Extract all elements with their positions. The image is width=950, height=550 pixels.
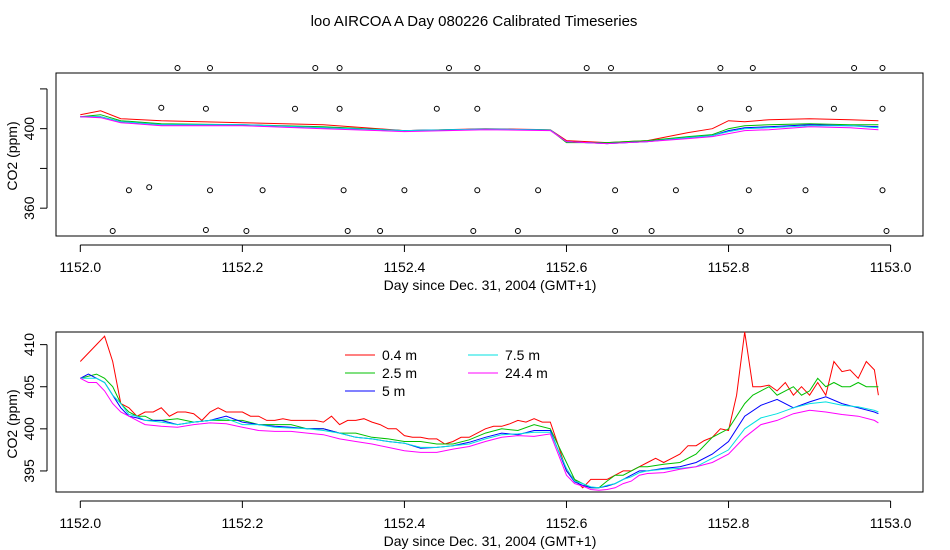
data-marker: [612, 187, 619, 194]
data-marker: [446, 65, 452, 71]
x-tick-label: 1152.8: [708, 259, 750, 275]
x-tick-label: 1153.0: [870, 259, 912, 275]
data-marker: [474, 65, 481, 71]
data-marker: [608, 65, 614, 71]
data-marker: [146, 184, 153, 191]
data-marker: [648, 228, 655, 234]
y-tick-label: 360: [21, 196, 37, 220]
data-marker: [377, 228, 384, 234]
x-tick-label: 1152.0: [59, 259, 101, 275]
y-tick-label: 395: [21, 459, 37, 483]
x-tick-label: 1152.4: [384, 515, 426, 531]
data-marker: [535, 187, 542, 194]
x-tick-label: 1152.2: [221, 259, 263, 275]
series-line-bottom-1: [80, 373, 879, 489]
data-marker: [697, 105, 704, 112]
y-axis-top: 360 400: [21, 88, 48, 220]
data-marker: [340, 187, 347, 194]
data-marker: [470, 228, 477, 234]
legend-label: 24.4 m: [505, 365, 548, 381]
data-marker: [717, 65, 724, 71]
series-line-bottom-2: [80, 373, 879, 489]
data-marker: [879, 105, 886, 112]
panel-top: 1152.0 1152.2 1152.4 1152.6 1152.8 1153.0 360…: [4, 65, 924, 293]
data-marker: [802, 187, 809, 194]
y-axis-label-bottom: CO2 (ppm): [4, 389, 20, 458]
x-tick-label: 1152.6: [546, 259, 588, 275]
y-axis-label-top: CO2 (ppm): [4, 121, 20, 190]
data-marker: [336, 105, 343, 112]
data-marker: [344, 228, 351, 234]
data-marker: [830, 105, 837, 112]
chart-title: loo AIRCOA A Day 080226 Calibrated Times…: [311, 13, 638, 30]
data-marker: [401, 187, 408, 194]
series-line-top-0: [80, 110, 879, 144]
data-marker: [312, 65, 319, 71]
data-marker: [786, 228, 793, 234]
x-axis-label-top: Day since Dec. 31, 2004 (GMT+1): [384, 277, 597, 293]
plot-frame-top: [55, 72, 924, 237]
legend-label: 0.4 m: [382, 347, 417, 363]
data-marker: [672, 187, 679, 194]
x-axis-label-bottom: Day since Dec. 31, 2004 (GMT+1): [384, 533, 597, 549]
data-marker: [207, 65, 213, 71]
data-marker: [174, 65, 181, 71]
y-tick-label: 410: [21, 333, 37, 357]
x-tick-label: 1152.4: [384, 259, 426, 275]
legend: 0.4 m 2.5 m 5 m 7.5 m 24.4 m: [345, 347, 548, 399]
data-marker: [879, 65, 886, 71]
data-marker: [202, 105, 209, 112]
data-marker: [207, 187, 213, 194]
y-tick-label: 400: [21, 417, 37, 441]
data-marker: [745, 105, 752, 112]
marker-layer-top: [109, 65, 890, 234]
data-marker: [745, 187, 752, 194]
y-tick-label: 405: [21, 375, 37, 399]
data-marker: [125, 187, 132, 194]
data-marker: [433, 105, 440, 112]
series-layer-bottom: [79, 331, 879, 491]
data-marker: [583, 65, 590, 71]
data-marker: [514, 228, 521, 234]
x-tick-label: 1152.6: [546, 515, 588, 531]
data-marker: [474, 187, 481, 194]
x-tick-label: 1152.8: [708, 515, 750, 531]
y-tick-label: 400: [21, 117, 37, 141]
data-marker: [202, 227, 209, 233]
data-marker: [243, 228, 250, 234]
data-marker: [474, 105, 481, 112]
data-marker: [109, 228, 116, 234]
data-marker: [737, 228, 744, 234]
data-marker: [749, 65, 756, 71]
y-axis-bottom: 395 400 405 410: [21, 333, 48, 483]
legend-label: 2.5 m: [382, 365, 417, 381]
x-axis-bottom: 1152.0 1152.2 1152.4 1152.6 1152.8 1153.0: [59, 500, 912, 531]
legend-label: 7.5 m: [505, 347, 540, 363]
series-line-bottom-3: [80, 377, 879, 489]
x-axis-top: 1152.0 1152.2 1152.4 1152.6 1152.8 1153.0: [59, 244, 912, 275]
data-marker: [883, 228, 890, 234]
data-marker: [612, 228, 619, 234]
plot-frame-bottom: [55, 331, 924, 493]
panel-bottom: 1152.0 1152.2 1152.4 1152.6 1152.8 1153.0 395…: [4, 331, 924, 549]
data-marker: [879, 187, 886, 194]
x-tick-label: 1152.2: [221, 515, 263, 531]
data-marker: [336, 65, 343, 71]
series-line-bottom-4: [80, 377, 879, 491]
legend-label: 5 m: [382, 383, 405, 399]
x-tick-label: 1152.0: [59, 515, 101, 531]
data-marker: [158, 104, 165, 111]
x-tick-label: 1153.0: [870, 515, 912, 531]
data-marker: [292, 105, 298, 112]
data-marker: [851, 65, 858, 71]
series-layer-top: [80, 110, 879, 145]
series-line-top-4: [80, 116, 879, 145]
data-marker: [259, 187, 266, 194]
series-line-bottom-0: [79, 331, 879, 489]
